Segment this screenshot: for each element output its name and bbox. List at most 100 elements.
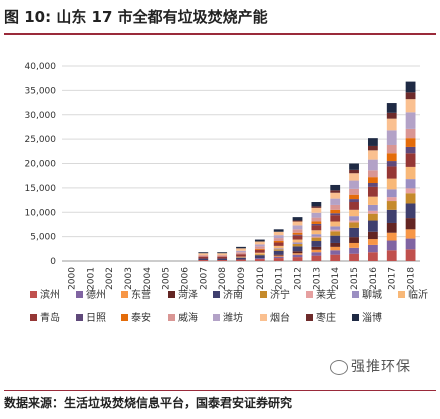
legend-swatch [260,314,267,321]
bar-segment [292,246,303,252]
x-tick-label: 2011 [275,267,285,290]
bar-segment [349,202,359,210]
bar-segment [254,239,265,242]
legend-label: 潍坊 [223,311,243,324]
bar-segment [254,259,265,261]
bar-segment [311,255,322,261]
bar-segment [217,252,228,254]
bar-segment [367,183,378,187]
bar-segment [311,225,322,231]
legend-swatch [352,291,359,298]
bar-segment [386,197,397,202]
bars [198,81,416,261]
bar-segment [349,188,359,195]
bar-segment [273,255,284,257]
bar-segment [367,213,378,221]
x-tick-label: 2010 [256,267,266,290]
bar-segment [292,229,303,233]
bar-segment [367,220,378,232]
legend-swatch [30,314,37,321]
bar-segment [273,256,284,259]
bar-segment [311,212,322,218]
watermark: 强推环保 [330,356,411,376]
bar-segment [292,221,303,226]
bar-segment [311,221,322,224]
source-note: 数据来源：生活垃圾焚烧信息平台，国泰君安证券研究 [4,396,293,410]
legend-label: 临沂 [408,288,428,301]
bar-segment [330,198,341,205]
bar-segment [217,256,228,259]
x-tick-label: 2018 [407,267,417,290]
y-tick-label: 30,000 [25,111,57,121]
bar-segment [236,250,246,253]
legend-swatch [30,291,37,298]
bar-segment [330,231,341,236]
bar-segment [386,178,397,190]
bar-segment [405,112,416,129]
watermark-text: 强推环保 [351,359,411,375]
y-tick-label: 35,000 [25,86,57,96]
y-tick-label: 40,000 [25,62,57,72]
bar-segment [198,255,209,257]
bar-segment [405,92,416,100]
bar-segment [330,192,341,199]
x-tick-label: 2013 [312,267,322,290]
bar-segment [330,213,341,216]
bar-segment [330,215,341,222]
bar-segment [330,226,341,230]
bar-segment [292,254,303,258]
bar-segment [405,193,416,204]
bar-segment [367,170,378,178]
bar-segment [330,254,341,261]
chat-bubble-icon [330,359,348,375]
bar-segment [349,194,359,200]
x-tick-label: 2008 [218,267,228,290]
bar-segment [292,232,303,235]
bar-segment [349,169,359,174]
legend-label: 济南 [223,288,243,301]
bar-segment [311,223,322,226]
bar-segment [349,247,359,254]
bar-segment [292,253,303,255]
x-tick-label: 2017 [388,267,398,290]
bar-segment [198,256,209,259]
legend-swatch [352,314,359,321]
bar-segment [330,242,341,247]
x-tick-label: 2012 [294,267,304,290]
bar-segment [386,240,397,251]
bar-segment [386,144,397,154]
x-tick-label: 2002 [105,267,115,290]
legend-swatch [213,291,220,298]
legend-swatch [213,314,220,321]
bar-segment [254,255,265,259]
gridlines [62,65,420,262]
legend-label: 莱芜 [316,288,336,301]
bar-segment [311,249,322,253]
legend-swatch [306,314,313,321]
chart-title: 图 10: 山东 17 市全都有垃圾焚烧产能 [4,8,268,26]
bar-segment [292,257,303,261]
stacked-bar-chart: 0 5,000 10,000 15,000 20,000 25,000 30,000 35,0… [25,62,429,324]
bar-segment [217,258,228,261]
legend-swatch [260,291,267,298]
bar-segment [330,221,341,227]
bar-segment [217,260,228,261]
y-tick-label: 15,000 [25,184,57,194]
bar-segment [349,163,359,170]
bar-segment [273,245,284,249]
bar-segment [349,242,359,248]
x-tick-label: 2003 [124,267,134,290]
bar-segment [405,138,416,147]
x-tick-label: 2015 [350,267,360,290]
bar-segment [217,255,228,257]
bar-segment [330,184,341,191]
bar-segment [405,238,416,250]
bar-segment [273,238,284,242]
bar-segment [349,222,359,228]
bar-segment [386,250,397,261]
legend-swatch [76,291,83,298]
bar-segment [311,246,322,250]
bar-segment [254,241,265,245]
bar-segment [367,196,378,205]
